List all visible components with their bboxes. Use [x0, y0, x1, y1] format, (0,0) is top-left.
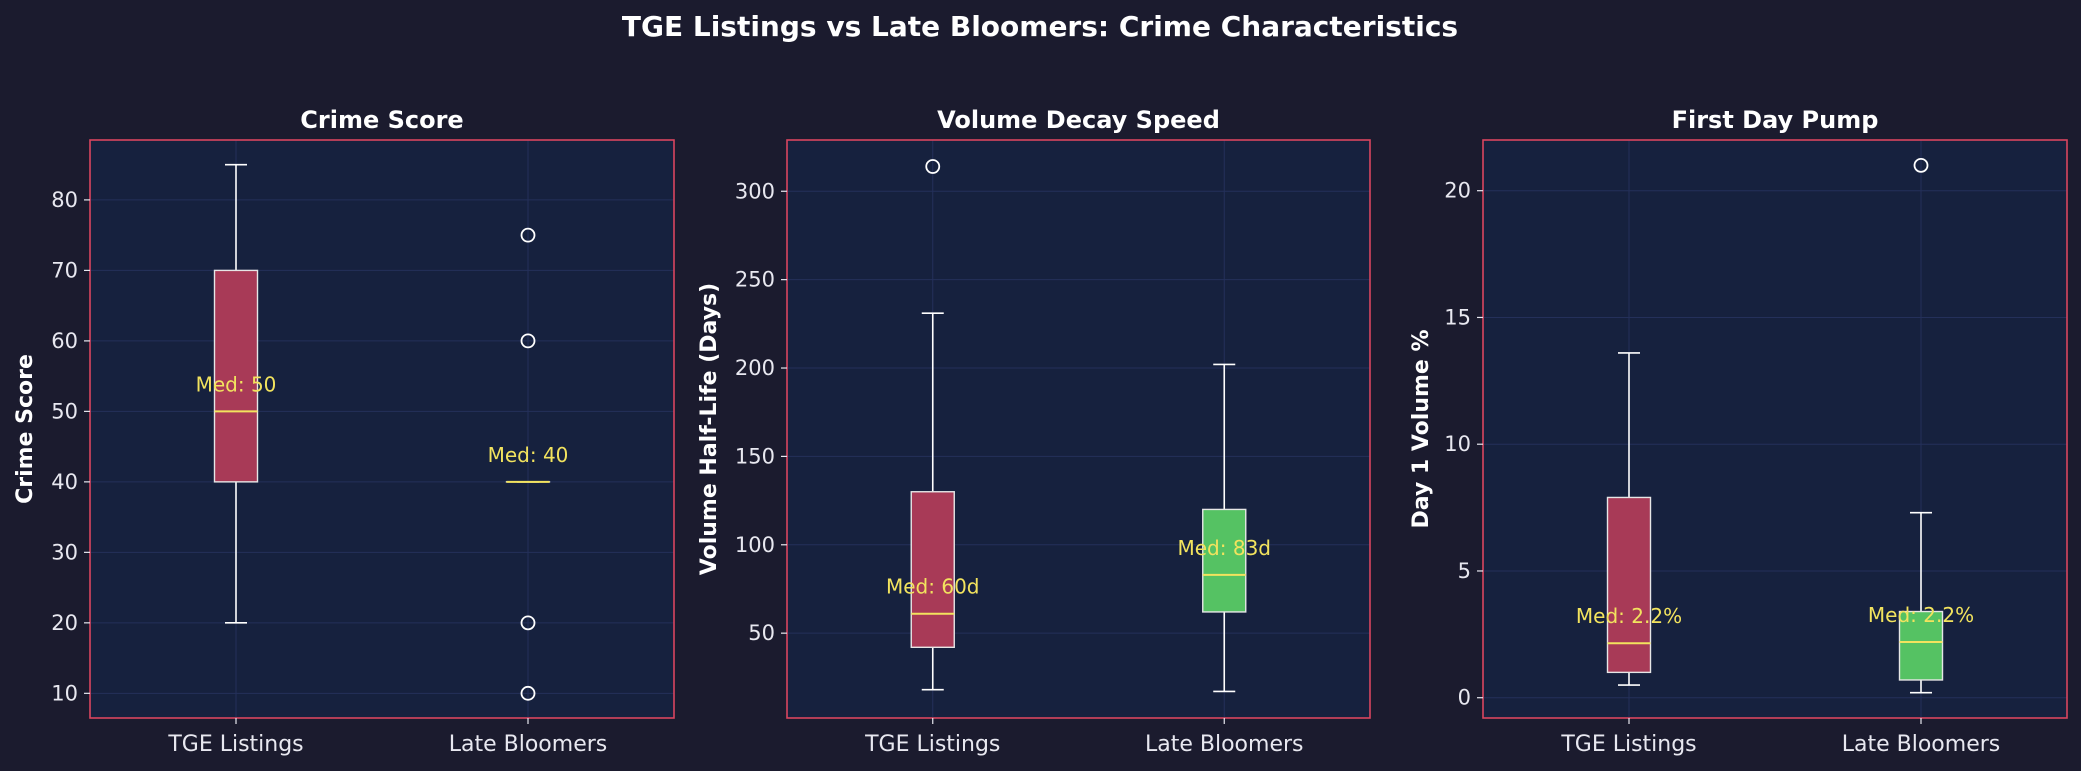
median-label: Med: 2.2% — [1576, 604, 1682, 628]
axes-frame — [1482, 139, 2068, 719]
y-tick-label: 30 — [51, 540, 78, 564]
y-tick-label: 80 — [51, 188, 78, 212]
x-tick-label: Late Bloomers — [1145, 732, 1304, 757]
y-axis-label: Volume Half-Life (Days) — [697, 283, 722, 575]
median-label: Med: 2.2% — [1868, 603, 1974, 627]
y-tick-label: 15 — [1444, 305, 1471, 329]
panel-title: Crime Score — [300, 106, 463, 134]
outlier-point — [520, 333, 536, 349]
median-label: Med: 83d — [1178, 536, 1272, 560]
y-tick-label: 50 — [51, 399, 78, 423]
figure-title: TGE Listings vs Late Bloomers: Crime Cha… — [622, 10, 1458, 43]
box-late-bloomers: Med: 40 — [488, 227, 569, 701]
y-tick-label: 150 — [735, 444, 775, 468]
outlier-point — [520, 227, 536, 243]
y-tick-label: 20 — [51, 611, 78, 635]
y-tick-label: 60 — [51, 329, 78, 353]
y-tick-label: 0 — [1458, 686, 1471, 710]
x-tick-label: TGE Listings — [1560, 732, 1696, 757]
chart-panel-3: Med: 2.2% Med: 2.2% 0 5 10 15 20 TGE Listings La… — [1409, 106, 2068, 757]
iqr-box — [1898, 610, 1944, 681]
x-tick-label: Late Bloomers — [1842, 732, 2001, 757]
y-tick-label: 50 — [748, 621, 775, 645]
y-tick-label: 70 — [51, 258, 78, 282]
outlier-point — [520, 685, 536, 701]
y-tick-label: 10 — [51, 681, 78, 705]
y-tick-label: 10 — [1444, 432, 1471, 456]
y-axis-label: Crime Score — [13, 354, 38, 504]
y-tick-label: 20 — [1444, 179, 1471, 203]
iqr-box — [910, 491, 955, 648]
outlier-point — [1913, 157, 1929, 173]
chart-panel-1: Med: 50 Med: 40 10 20 30 40 50 60 70 80 TGE Listin… — [13, 106, 675, 757]
outlier-point — [520, 615, 536, 631]
y-tick-label: 40 — [51, 470, 78, 494]
axes-frame — [786, 139, 1371, 719]
y-axis-label: Day 1 Volume % — [1409, 329, 1434, 528]
plot-area — [787, 140, 1370, 718]
median-label: Med: 60d — [886, 575, 980, 599]
y-tick-label: 250 — [735, 268, 775, 292]
x-tick-label: Late Bloomers — [449, 732, 608, 757]
box-late-bloomers: Med: 2.2% — [1868, 157, 1974, 694]
box-tge-listings: Med: 50 — [196, 163, 277, 624]
iqr-box — [213, 269, 259, 483]
iqr-box — [1202, 508, 1247, 613]
median-label: Med: 40 — [488, 443, 569, 467]
box-tge-listings: Med: 2.2% — [1576, 352, 1682, 686]
median-label: Med: 50 — [196, 372, 277, 396]
y-tick-label: 300 — [735, 179, 775, 203]
box-tge-listings: Med: 60d — [886, 159, 980, 691]
y-tick-label: 5 — [1458, 559, 1471, 583]
x-tick-label: TGE Listings — [864, 732, 1000, 757]
plot-area — [90, 140, 674, 718]
y-tick-label: 200 — [735, 356, 775, 380]
panel-title: First Day Pump — [1672, 106, 1879, 134]
axes-frame — [89, 139, 675, 719]
iqr-box — [1606, 496, 1652, 674]
outlier-point — [925, 159, 941, 174]
y-tick-label: 100 — [735, 533, 775, 557]
box-late-bloomers: Med: 83d — [1178, 363, 1272, 693]
chart-panel-2: Med: 60d Med: 83d 50 100 150 200 250 300 TGE Lis… — [697, 106, 1371, 757]
panel-title: Volume Decay Speed — [937, 106, 1220, 134]
plot-area — [1483, 140, 2067, 718]
x-tick-label: TGE Listings — [167, 732, 303, 757]
